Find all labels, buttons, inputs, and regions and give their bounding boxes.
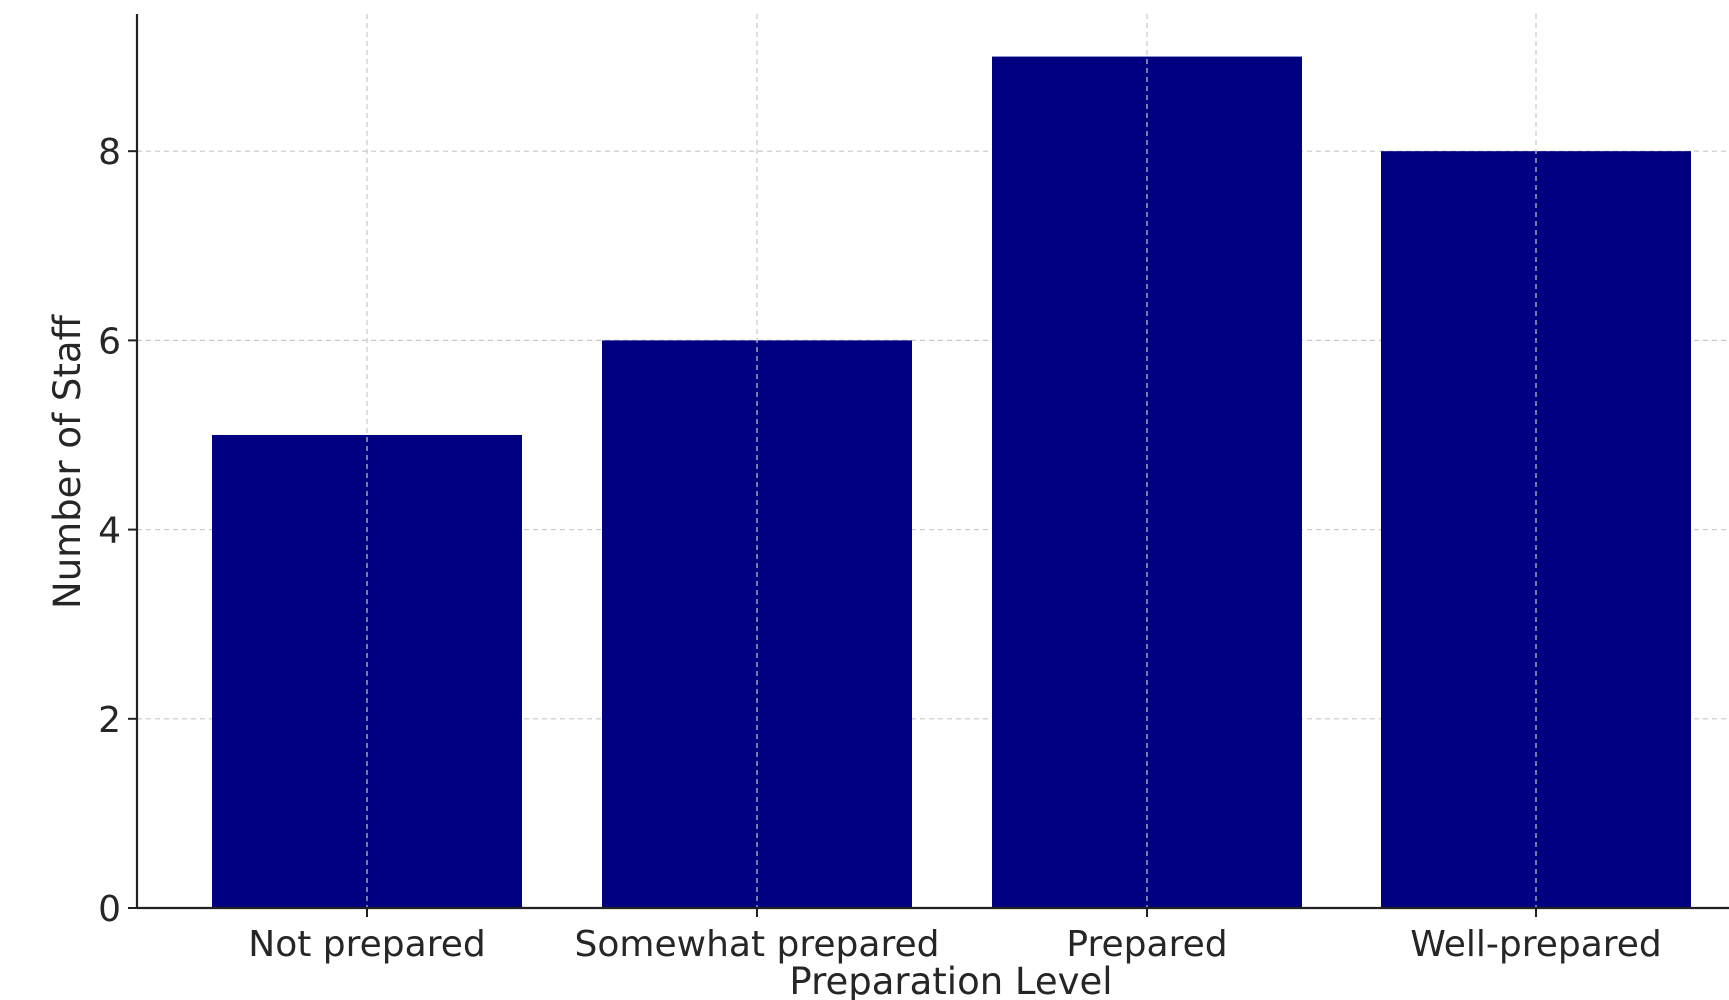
x-axis-title: Preparation Level	[789, 960, 1112, 1000]
x-tick-label: Somewhat prepared	[575, 924, 940, 965]
axes-layer	[135, 14, 1729, 910]
x-tick-label: Prepared	[1066, 924, 1227, 965]
x-tick-label: Not prepared	[248, 924, 485, 965]
bar	[602, 340, 912, 908]
y-tick-label: 4	[98, 511, 121, 552]
bars-layer	[212, 56, 1691, 909]
y-tick-label: 0	[98, 889, 121, 930]
vertical-grid-layer	[366, 14, 1537, 908]
y-tick-label: 8	[98, 132, 121, 173]
x-tick-label: Well-prepared	[1410, 924, 1662, 965]
y-tick-label: 6	[98, 321, 121, 362]
ticks-layer: 0 2 4 6 8 Not prepared Somewhat prepared Prepar…	[98, 132, 1662, 965]
y-tick-label: 2	[98, 700, 121, 741]
y-axis-title: Number of Staff	[46, 314, 89, 609]
